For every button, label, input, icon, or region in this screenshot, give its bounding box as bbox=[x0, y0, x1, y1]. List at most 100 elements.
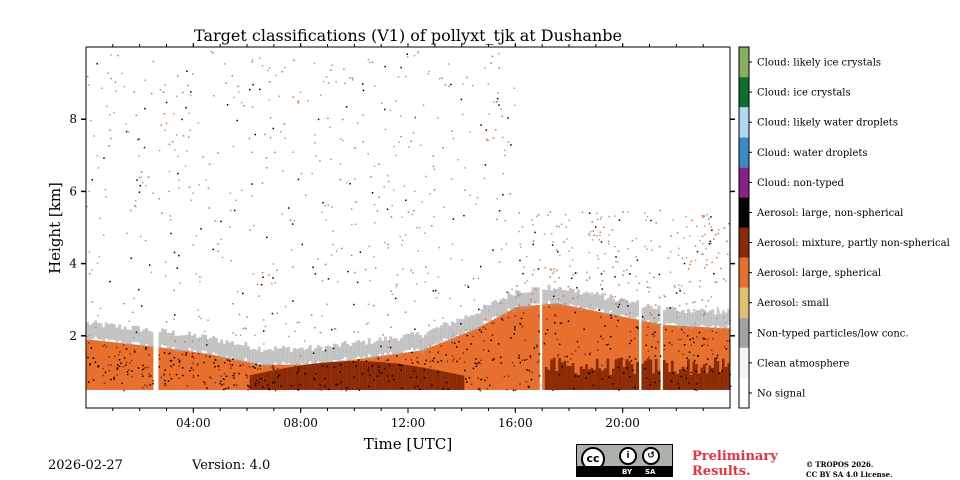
mixture-column bbox=[450, 373, 454, 390]
noise-pixel bbox=[422, 104, 425, 106]
layer-speck bbox=[637, 327, 639, 329]
nontyped-fringe bbox=[413, 334, 417, 351]
layer-speck bbox=[556, 338, 559, 341]
layer-speck bbox=[115, 346, 118, 349]
noise-pixel bbox=[350, 254, 353, 257]
layer-speck bbox=[203, 361, 205, 364]
layer-speck bbox=[388, 380, 390, 383]
nontyped-fringe bbox=[131, 325, 135, 343]
noise-pixel bbox=[713, 238, 715, 240]
noise-pixel bbox=[690, 260, 692, 263]
layer-speck bbox=[163, 373, 165, 376]
noise-pixel bbox=[537, 214, 540, 216]
layer-speck bbox=[128, 369, 130, 371]
layer-speck bbox=[695, 370, 697, 373]
noise-pixel bbox=[233, 209, 236, 212]
cc-license-badge: cc i ↺ BY SA bbox=[576, 444, 673, 477]
layer-speck bbox=[707, 358, 709, 360]
nontyped-fringe bbox=[268, 349, 272, 366]
noise-pixel bbox=[353, 271, 356, 274]
noise-pixel bbox=[144, 107, 146, 110]
noise-pixel bbox=[330, 254, 333, 256]
aerosol-layer-column bbox=[534, 305, 538, 390]
layer-speck bbox=[584, 353, 586, 356]
mixture-column bbox=[590, 367, 594, 390]
noise-pixel bbox=[435, 289, 437, 292]
aerosol-layer-column bbox=[450, 338, 454, 390]
noise-pixel bbox=[706, 264, 708, 266]
nontyped-fringe bbox=[504, 299, 508, 316]
noise-pixel bbox=[611, 229, 614, 231]
noise-pixel bbox=[264, 133, 266, 136]
noise-pixel bbox=[188, 112, 190, 114]
noise-pixel bbox=[233, 96, 235, 99]
aerosol-layer-column bbox=[472, 329, 476, 390]
noise-pixel bbox=[701, 214, 704, 217]
noise-pixel bbox=[108, 145, 111, 147]
noise-pixel bbox=[304, 194, 307, 196]
aerosol-layer-column bbox=[501, 314, 505, 390]
noise-pixel bbox=[416, 283, 418, 285]
aerosol-layer-column bbox=[241, 360, 245, 390]
noise-pixel bbox=[95, 326, 97, 329]
noise-pixel bbox=[251, 195, 253, 197]
aerosol-layer-column bbox=[158, 347, 162, 390]
noise-pixel bbox=[300, 172, 303, 175]
layer-speck bbox=[145, 347, 147, 349]
layer-speck bbox=[478, 361, 480, 364]
aerosol-layer-column bbox=[112, 342, 116, 390]
noise-pixel bbox=[658, 314, 660, 316]
mixture-column bbox=[370, 361, 374, 390]
noise-pixel bbox=[169, 215, 172, 217]
layer-speck bbox=[671, 344, 673, 346]
layer-speck bbox=[683, 344, 686, 346]
layer-speck bbox=[561, 365, 564, 368]
noise-pixel bbox=[382, 334, 384, 336]
layer-speck bbox=[158, 358, 161, 360]
layer-speck bbox=[628, 356, 631, 358]
noise-pixel bbox=[689, 280, 691, 283]
layer-speck bbox=[130, 359, 133, 362]
layer-speck bbox=[711, 380, 713, 382]
noise-pixel bbox=[517, 293, 519, 296]
noise-pixel bbox=[420, 340, 422, 343]
nontyped-fringe bbox=[354, 341, 358, 359]
layer-speck bbox=[582, 376, 585, 379]
noise-pixel bbox=[617, 261, 619, 263]
mixture-column bbox=[281, 368, 285, 390]
noise-pixel bbox=[334, 328, 337, 330]
noise-pixel bbox=[567, 285, 570, 288]
noise-pixel bbox=[591, 221, 593, 223]
noise-pixel bbox=[169, 219, 172, 221]
layer-speck bbox=[160, 376, 163, 379]
noise-pixel bbox=[404, 234, 407, 236]
layer-speck bbox=[630, 359, 633, 362]
noise-pixel bbox=[595, 212, 598, 215]
noise-pixel bbox=[678, 284, 680, 286]
noise-pixel bbox=[295, 363, 298, 365]
noise-pixel bbox=[252, 84, 254, 86]
layer-speck bbox=[273, 366, 275, 369]
layer-speck bbox=[148, 373, 151, 375]
layer-speck bbox=[654, 331, 656, 333]
noise-pixel bbox=[518, 295, 520, 297]
noise-pixel bbox=[144, 239, 147, 242]
nontyped-fringe bbox=[123, 326, 127, 343]
layer-speck bbox=[550, 373, 552, 375]
layer-speck bbox=[324, 369, 326, 372]
noise-pixel bbox=[248, 137, 251, 140]
noise-pixel bbox=[405, 199, 407, 202]
noise-pixel bbox=[139, 184, 141, 187]
mixture-column bbox=[595, 358, 599, 390]
layer-speck bbox=[606, 377, 609, 379]
noise-pixel bbox=[121, 72, 123, 75]
layer-speck bbox=[525, 381, 528, 383]
noise-pixel bbox=[133, 204, 136, 207]
aerosol-layer-column bbox=[179, 350, 183, 390]
layer-speck bbox=[633, 337, 636, 340]
noise-pixel bbox=[321, 279, 324, 282]
layer-speck bbox=[272, 382, 274, 384]
noise-pixel bbox=[441, 77, 443, 80]
noise-pixel bbox=[506, 291, 509, 293]
